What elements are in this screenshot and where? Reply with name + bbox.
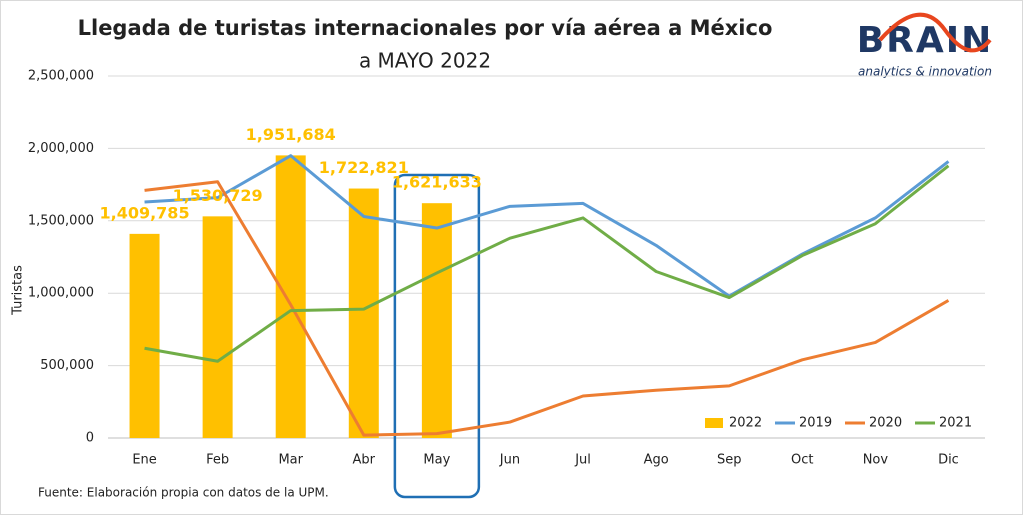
logo-text: BRAIN xyxy=(857,20,994,61)
logo-tagline: analytics & innovation xyxy=(858,65,992,79)
x-tick-label: Ene xyxy=(132,453,156,468)
x-tick-label: Dic xyxy=(938,453,959,468)
x-tick-label: Mar xyxy=(278,453,303,468)
bar xyxy=(348,188,379,438)
chart-title: Llegada de turistas internacionales por … xyxy=(78,16,773,40)
highlight-box xyxy=(393,173,481,499)
chart-subtitle: a MAYO 2022 xyxy=(359,49,491,73)
bar xyxy=(129,233,160,438)
y-tick-label: 1,500,000 xyxy=(28,213,94,228)
y-tick-label: 500,000 xyxy=(40,358,94,373)
data-label: 1,722,821 xyxy=(319,158,409,177)
data-label: 1,621,633 xyxy=(392,173,482,192)
legend-label: 2021 xyxy=(939,416,972,431)
x-tick-label: Jul xyxy=(574,453,591,468)
bar xyxy=(421,203,452,438)
y-tick-label: 2,000,000 xyxy=(28,141,94,156)
legend-swatch xyxy=(705,418,723,428)
legend-label: 2022 xyxy=(729,416,762,431)
logo-swoosh xyxy=(878,12,992,53)
x-tick-label: Sep xyxy=(717,453,742,468)
x-tick-label: Jun xyxy=(499,453,520,468)
bar xyxy=(202,216,233,438)
x-tick-label: Ago xyxy=(644,453,669,468)
data-label: 1,530,729 xyxy=(173,186,263,205)
x-tick-label: Abr xyxy=(353,453,376,468)
y-axis-label: Turistas xyxy=(11,265,26,316)
legend-label: 2019 xyxy=(799,416,832,431)
data-label: 1,409,785 xyxy=(99,203,189,222)
x-tick-label: Oct xyxy=(791,453,813,468)
x-tick-label: Feb xyxy=(206,453,229,468)
legend-label: 2020 xyxy=(869,416,902,431)
line-series xyxy=(144,154,950,298)
y-tick-label: 1,000,000 xyxy=(28,286,94,301)
x-tick-label: May xyxy=(423,453,450,468)
line-series xyxy=(144,164,950,363)
x-tick-label: Nov xyxy=(863,453,889,468)
y-tick-label: 2,500,000 xyxy=(28,69,94,84)
line-series xyxy=(144,180,950,437)
y-tick-label: 0 xyxy=(86,431,94,446)
bar xyxy=(275,155,306,438)
data-label: 1,951,684 xyxy=(246,125,336,144)
source-note: Fuente: Elaboración propia con datos de … xyxy=(38,486,329,500)
